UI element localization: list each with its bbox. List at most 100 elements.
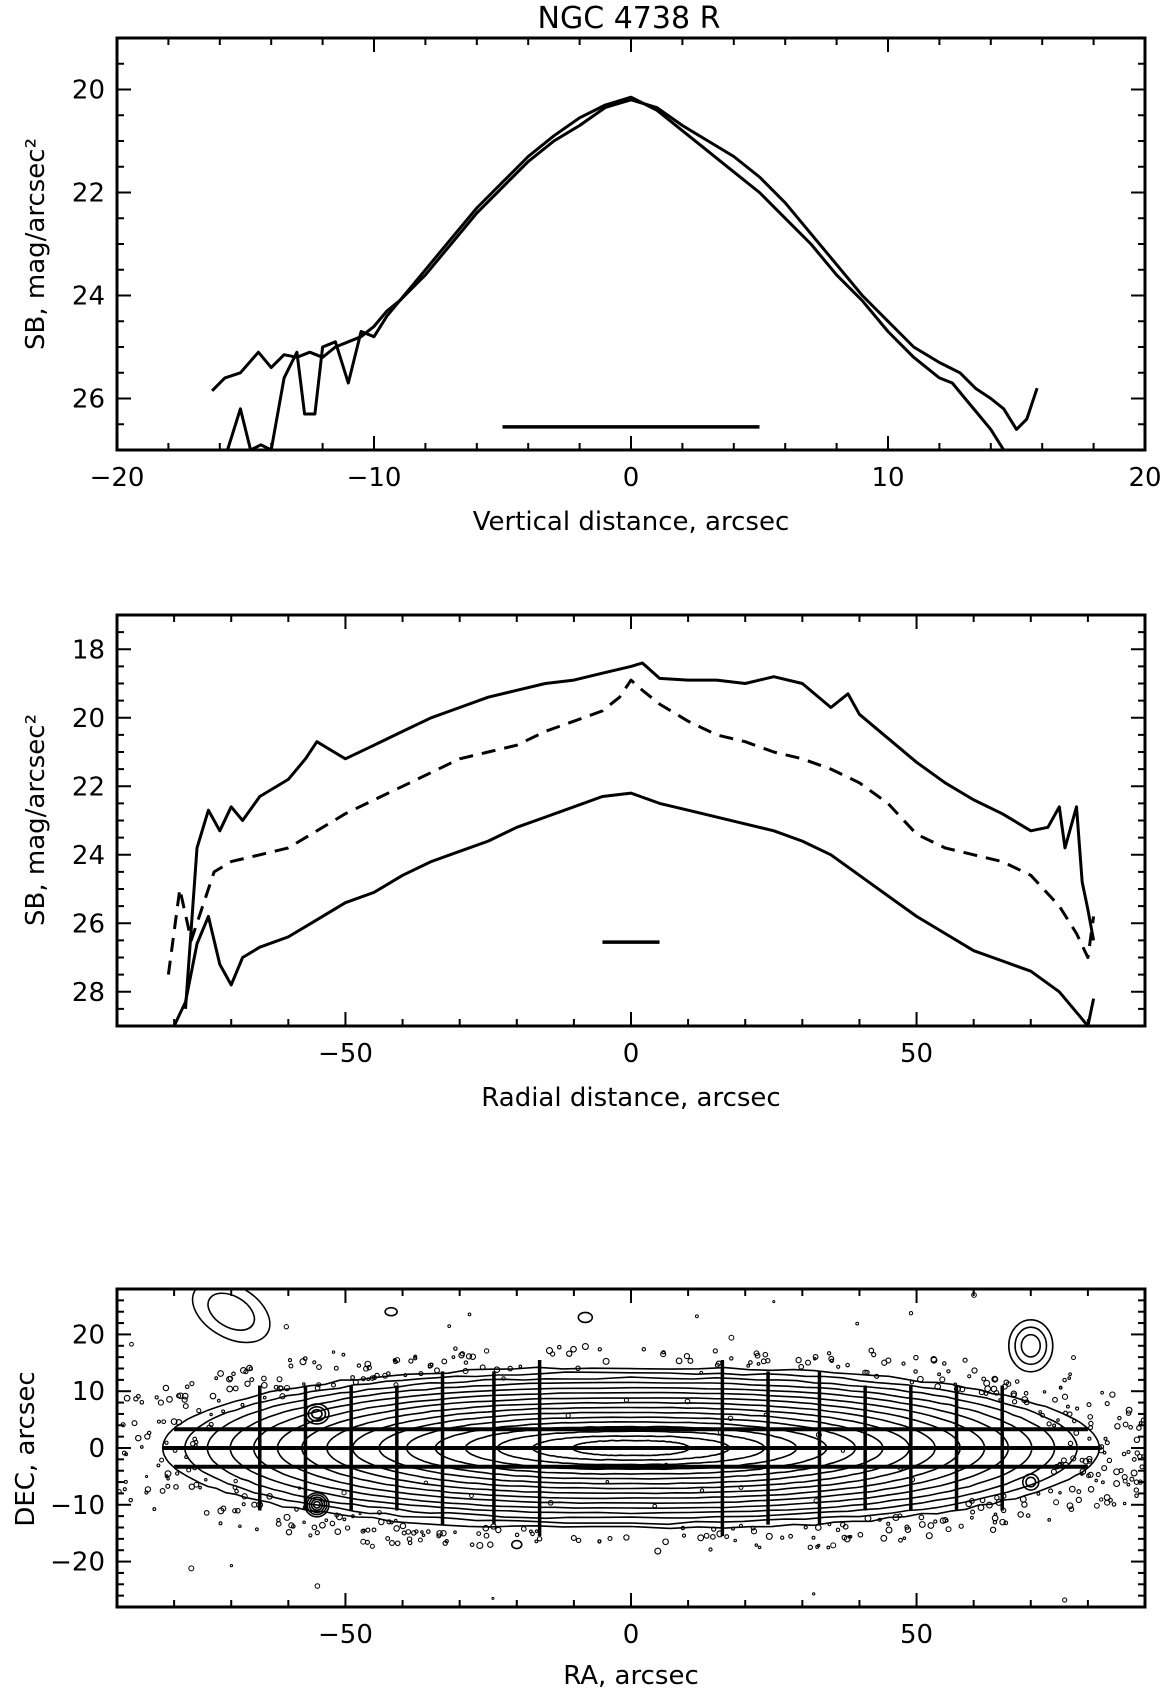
field-speck <box>699 1488 705 1493</box>
noise-speck <box>1130 1469 1138 1477</box>
field-speck <box>812 1592 816 1596</box>
noise-speck <box>1021 1396 1029 1404</box>
field-speck <box>1093 1502 1100 1509</box>
radial-profile-plot-area <box>166 661 1096 1028</box>
noise-speck <box>133 1396 139 1402</box>
field-speck <box>188 1565 195 1572</box>
noise-speck <box>880 1534 888 1542</box>
field-speck <box>283 1324 289 1330</box>
noise-speck <box>333 1365 339 1371</box>
field-speck <box>369 1543 375 1549</box>
noise-speck <box>1052 1423 1057 1428</box>
noise-speck <box>967 1374 972 1379</box>
noise-speck <box>1117 1415 1122 1421</box>
noise-speck <box>886 1521 891 1526</box>
noise-speck <box>209 1392 217 1400</box>
background-object-contour <box>307 1405 327 1422</box>
noise-speck <box>283 1513 291 1521</box>
noise-speck <box>901 1361 906 1366</box>
noise-speck <box>453 1530 457 1535</box>
noise-speck <box>131 1420 138 1427</box>
noise-speck <box>377 1518 385 1526</box>
noise-speck <box>1011 1392 1017 1399</box>
field-speck <box>699 1370 704 1375</box>
noise-speck <box>575 1537 582 1544</box>
noise-speck <box>406 1536 413 1542</box>
noise-speck <box>581 1342 589 1351</box>
noise-speck <box>101 1428 104 1431</box>
noise-speck <box>597 1539 602 1544</box>
noise-speck <box>942 1361 947 1366</box>
ytick-label: 22 <box>72 179 105 209</box>
noise-speck <box>71 1464 75 1468</box>
noise-speck <box>847 1534 852 1539</box>
noise-speck <box>459 1351 466 1357</box>
noise-speck <box>724 1534 730 1540</box>
noise-speck <box>273 1384 279 1390</box>
noise-speck <box>181 1396 188 1403</box>
noise-speck <box>239 1366 247 1374</box>
noise-speck <box>1103 1494 1111 1501</box>
noise-speck <box>161 1419 167 1425</box>
noise-speck <box>710 1534 716 1540</box>
noise-speck <box>1056 1418 1060 1422</box>
background-object-contour <box>1025 1476 1037 1488</box>
noise-speck <box>344 1525 351 1531</box>
noise-speck <box>181 1392 189 1400</box>
noise-speck <box>1148 1427 1152 1431</box>
noise-speck <box>493 1366 501 1374</box>
noise-speck <box>189 1381 195 1387</box>
noise-speck <box>156 1419 161 1424</box>
field-speck <box>1126 1449 1131 1455</box>
noise-speck <box>386 1519 392 1525</box>
noise-speck <box>812 1353 819 1360</box>
noise-speck <box>403 1373 408 1378</box>
noise-speck <box>902 1536 907 1540</box>
noise-speck <box>1014 1379 1020 1384</box>
noise-speck <box>1005 1381 1012 1387</box>
noise-speck <box>918 1521 926 1528</box>
noise-speck <box>597 1347 602 1352</box>
noise-speck <box>389 1520 394 1525</box>
noise-speck <box>885 1526 893 1534</box>
xtick-label: −50 <box>318 1620 373 1650</box>
noise-speck <box>965 1500 973 1508</box>
noise-speck <box>1114 1423 1121 1430</box>
noise-speck <box>413 1356 418 1361</box>
noise-speck <box>341 1352 346 1357</box>
noise-speck <box>360 1376 367 1382</box>
noise-speck <box>641 1347 647 1352</box>
noise-speck <box>330 1382 337 1388</box>
noise-speck <box>816 1543 821 1548</box>
noise-speck <box>159 1487 166 1494</box>
radial-profile-frame <box>115 613 1147 1028</box>
noise-speck <box>1151 1458 1156 1463</box>
noise-speck <box>108 1457 113 1462</box>
noise-speck <box>287 1357 293 1363</box>
noise-speck <box>762 1351 769 1358</box>
noise-speck <box>748 1360 753 1365</box>
radial-profile-xlabel: Radial distance, arcsec <box>481 1083 780 1113</box>
background-object-contour <box>1021 1473 1040 1491</box>
noise-speck <box>139 1399 145 1405</box>
noise-speck <box>991 1514 999 1522</box>
noise-speck <box>1040 1412 1045 1418</box>
vertical-profile-plot-area <box>211 95 1039 452</box>
field-speck <box>652 1503 657 1509</box>
noise-speck <box>226 1385 234 1393</box>
noise-speck <box>1050 1468 1057 1475</box>
noise-speck <box>251 1501 258 1508</box>
noise-speck <box>534 1539 539 1544</box>
noise-speck <box>654 1547 662 1555</box>
background-object-contour <box>384 1306 398 1317</box>
noise-speck <box>162 1384 170 1392</box>
noise-speck <box>175 1471 180 1476</box>
field-speck <box>358 1512 362 1516</box>
xtick-label: 50 <box>900 1620 933 1650</box>
noise-speck <box>780 1535 785 1540</box>
noise-speck <box>166 1396 173 1403</box>
noise-speck <box>312 1360 317 1365</box>
noise-speck <box>1151 1480 1156 1485</box>
noise-speck <box>1082 1458 1090 1465</box>
field-speck <box>970 1515 974 1520</box>
